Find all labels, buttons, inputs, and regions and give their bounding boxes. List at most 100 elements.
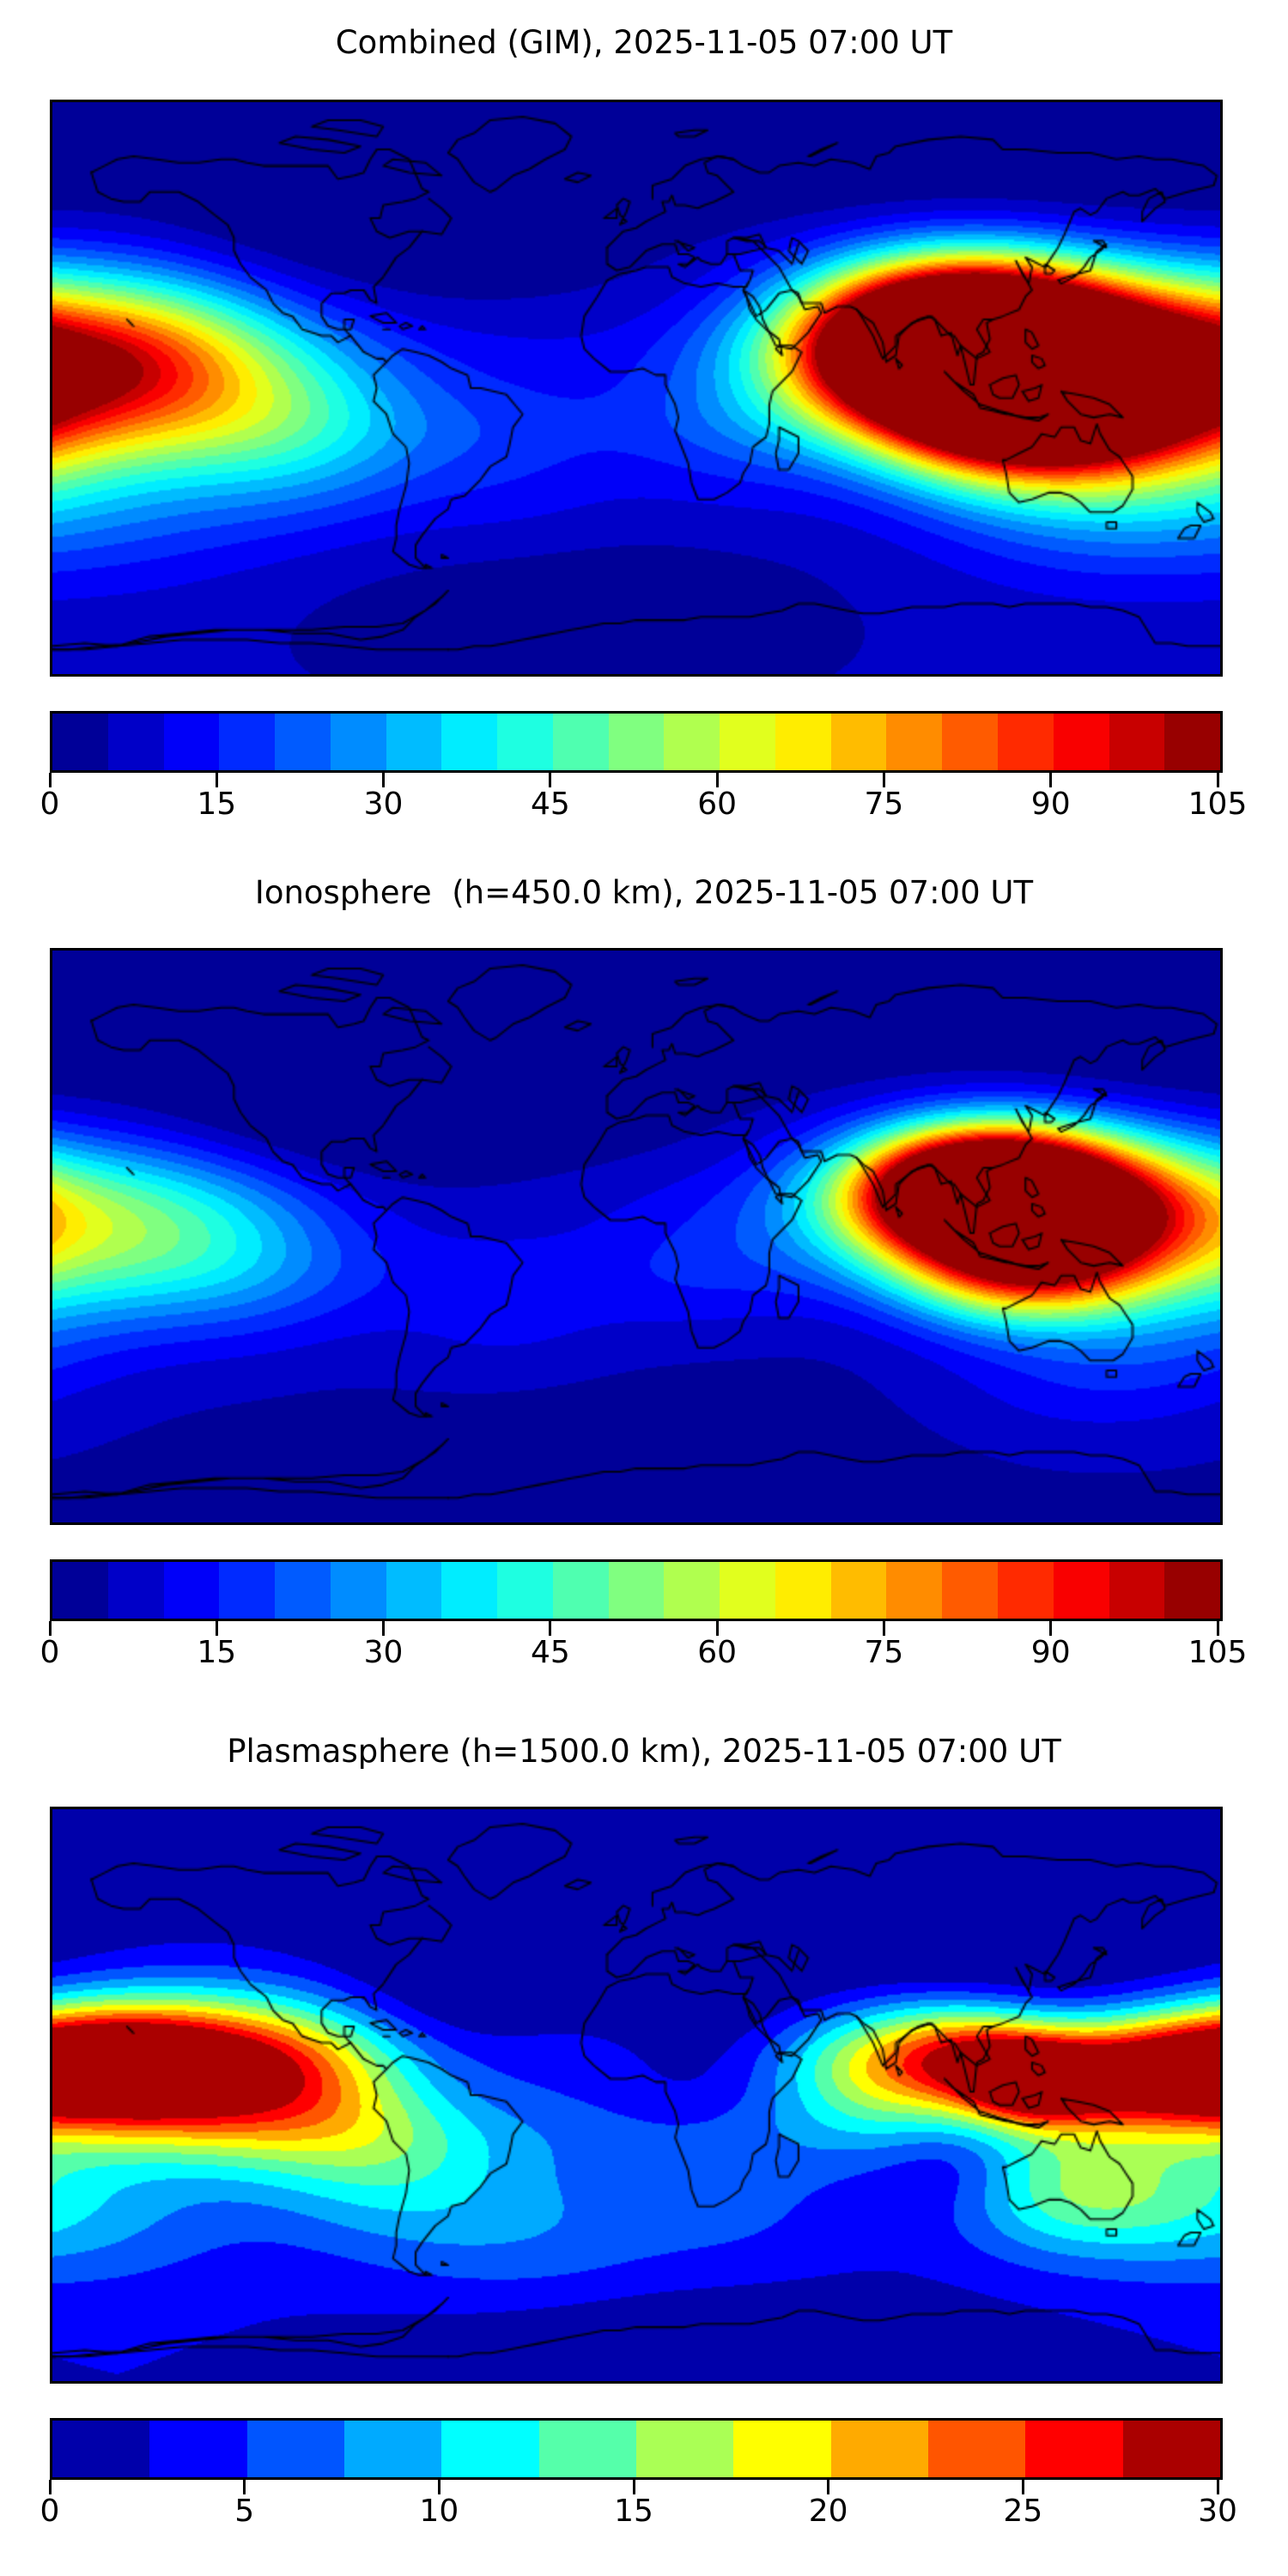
colorbar-band [52,1562,108,1619]
colorbar-tick-label: 0 [39,787,60,822]
colorbar-tick [48,1621,52,1636]
colorbar-band [664,1562,720,1619]
colorbar-tick-label: 60 [697,787,738,822]
colorbar-tick-label: 5 [234,2494,255,2529]
colorbar-tick-label: 20 [808,2494,848,2529]
colorbar-band [386,714,442,770]
colorbar-band [998,714,1054,770]
colorbar-tick [382,773,386,787]
colorbar-band [52,714,108,770]
colorbar-band [343,2421,442,2477]
colorbar-band [830,2421,928,2477]
panel-title-plasmasphere: Plasmasphere (h=1500.0 km), 2025-11-05 0… [227,1733,1061,1770]
colorbar-tick-label: 75 [864,1635,904,1670]
colorbar-band [552,1562,609,1619]
colorbar-band [107,714,164,770]
colorbar-band [608,714,665,770]
colorbar-tick [382,1621,386,1636]
colorbar-tick [1216,773,1219,787]
colorbar-tick [437,2480,440,2494]
colorbar-band [275,1562,331,1619]
colorbar-ticks-plasmasphere [47,2480,1220,2497]
colorbar-tick [549,773,552,787]
colorbar-band [1053,1562,1109,1619]
colorbar-band [107,1562,164,1619]
colorbar-tick [1049,1621,1053,1636]
tec-map-combined-gim [52,102,1220,674]
colorbar-band [1109,1562,1165,1619]
colorbar-tick-labels-combined: 0 15 30 45 60 75 90 105 [40,787,1248,833]
colorbar-tick [48,2480,52,2494]
panel-title-combined-gim: Combined (GIM), 2025-11-05 07:00 UT [335,24,953,61]
colorbar-band [664,714,720,770]
colorbar-band [163,1562,220,1619]
colorbar-ionosphere: 0 15 30 45 60 75 90 105 [40,1559,1248,1681]
colorbar-band [441,1562,498,1619]
colorbar-band [497,714,553,770]
colorbar-tick [215,773,218,787]
colorbar-band [386,1562,442,1619]
colorbar-tick-label: 15 [197,787,237,822]
colorbar-gradient-plasmasphere [50,2418,1223,2480]
colorbar-band [246,2421,344,2477]
colorbar-tick [48,773,52,787]
colorbar-tick [715,1621,719,1636]
tec-map-ionosphere [52,951,1220,1522]
colorbar-tick-label: 0 [39,2494,60,2529]
colorbar-band [330,1562,386,1619]
colorbar-band [441,714,498,770]
colorbar-band [1164,714,1220,770]
colorbar-band [720,714,775,770]
colorbar-gradient-ionosphere [50,1559,1223,1621]
colorbar-band [942,714,999,770]
colorbar-tick-label: 90 [1030,1635,1071,1670]
colorbar-ticks-ionosphere [47,1621,1220,1638]
map-axes-plasmasphere [50,1807,1223,2384]
colorbar-tick [215,1621,218,1636]
colorbar-band [219,714,276,770]
colorbar-tick-label: 15 [614,2494,653,2529]
colorbar-tick [1021,2480,1024,2494]
colorbar-band [942,1562,999,1619]
colorbar-tick [827,2480,830,2494]
colorbar-band [720,1562,775,1619]
colorbar-band [441,2421,539,2477]
colorbar-band [635,2421,734,2477]
colorbar-band [52,2421,150,2477]
colorbar-tick-label: 30 [1198,2494,1237,2529]
colorbar-tick-label: 25 [1003,2494,1043,2529]
colorbar-tick [549,1621,552,1636]
colorbar-tick-label: 10 [419,2494,459,2529]
colorbar-tick-label: 90 [1030,787,1071,822]
colorbar-tick-label: 0 [39,1635,60,1670]
colorbar-band [830,714,887,770]
colorbar-tick-labels-ionosphere: 0 15 30 45 60 75 90 105 [40,1635,1248,1681]
colorbar-tick-label: 30 [363,787,404,822]
colorbar-tick-label: 30 [363,1635,404,1670]
colorbar-band [927,2421,1026,2477]
colorbar-band [775,1562,831,1619]
colorbar-band [219,1562,276,1619]
colorbar-band [275,714,331,770]
colorbar-tick [1049,773,1053,787]
colorbar-tick [1216,2480,1219,2494]
colorbar-band [538,2421,636,2477]
colorbar-plasmasphere: 0 5 10 15 20 25 30 [40,2418,1237,2540]
colorbar-band [330,714,386,770]
colorbar-band [1164,1562,1220,1619]
colorbar-tick-label: 15 [197,1635,237,1670]
colorbar-tick-labels-plasmasphere: 0 5 10 15 20 25 30 [40,2494,1237,2540]
colorbar-band [552,714,609,770]
panel-title-ionosphere: Ionosphere (h=450.0 km), 2025-11-05 07:0… [254,874,1034,911]
colorbar-band [998,1562,1054,1619]
colorbar-tick-label: 105 [1188,787,1248,822]
colorbar-band [163,714,220,770]
colorbar-band [886,714,943,770]
colorbar-band [1122,2421,1220,2477]
colorbar-tick-label: 45 [530,787,570,822]
tec-map-plasmasphere [52,1809,1220,2381]
map-axes-ionosphere [50,948,1223,1525]
colorbar-tick-label: 45 [530,1635,570,1670]
colorbar-gradient-combined [50,711,1223,773]
